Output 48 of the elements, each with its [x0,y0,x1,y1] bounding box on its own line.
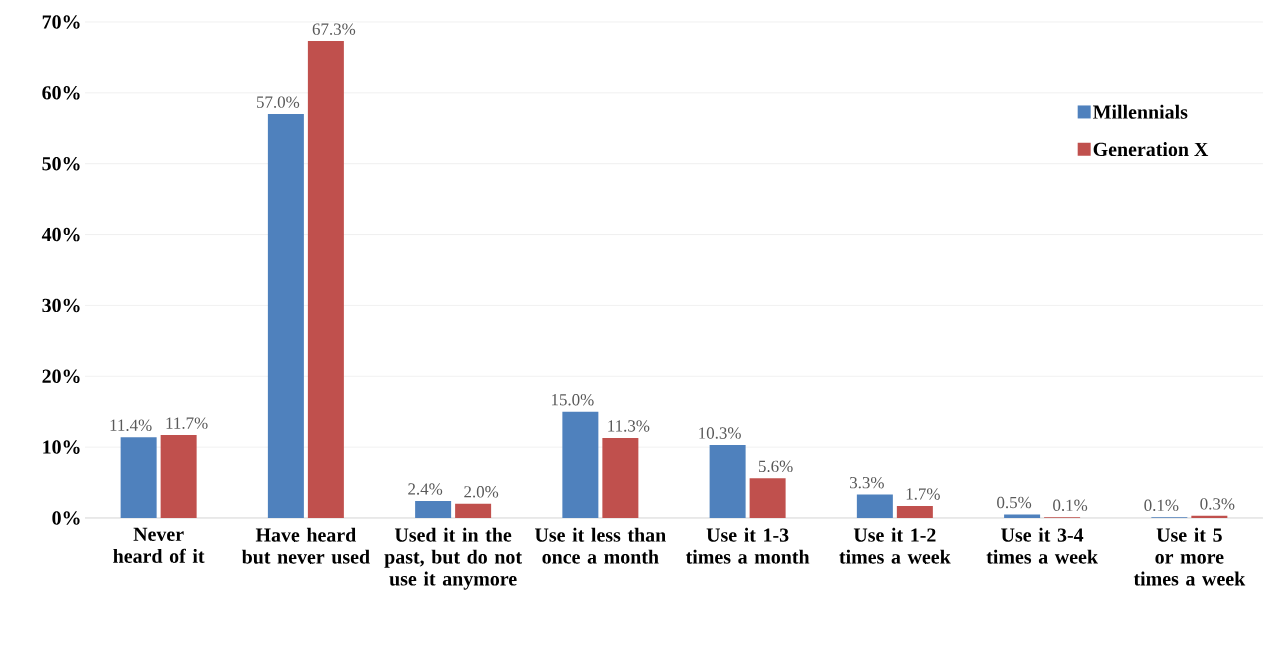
bar [267,114,304,518]
bar [709,445,746,518]
data-label: 0.1% [1053,499,1088,512]
bar [307,41,344,518]
data-label: 2.4% [408,483,443,495]
data-label: 57.0% [256,96,300,108]
x-tick-label: Use it less than once a month [535,527,666,564]
y-tick-label: 60% [42,86,80,100]
data-label: 2.0% [464,486,499,498]
y-tick-label: 70% [42,15,80,29]
bar [1191,515,1228,518]
x-tick-label: Use it 3-4 times a week [986,527,1098,564]
data-label: 0.3% [1200,498,1235,510]
data-label: 67.3% [312,23,356,35]
data-label: 1.7% [906,488,940,500]
bar [160,435,197,518]
y-tick-label: 0% [52,511,80,525]
legend-label: Millennials [1093,104,1188,119]
data-label: 5.6% [758,460,793,473]
x-tick-label: Used it in the past, but do not use it anymore [384,527,522,590]
y-tick-label: 40% [41,227,80,242]
bar [120,437,157,518]
y-tick-label: 20% [42,369,80,384]
y-tick-label: 10% [43,440,80,454]
bar [455,503,492,518]
x-tick-label: Never heard of it [113,527,205,563]
y-tick-label: 50% [42,156,80,171]
y-tick-label: 30% [42,298,80,313]
data-label: 3.3% [850,476,884,489]
data-label: 10.3% [699,427,741,439]
data-label: 0.5% [997,496,1032,509]
legend-label: Generation X [1093,142,1209,157]
bar [1004,514,1041,518]
bar [415,500,452,518]
data-label: 15.0% [551,393,594,406]
bar [602,437,639,518]
bar [856,494,893,518]
x-tick-label: Have heard but never used [241,527,370,564]
x-tick-label: Use it 5 or more times a week [1133,527,1246,586]
data-label: 0.1% [1144,499,1179,512]
data-label: 11.4% [110,419,152,431]
bar [749,478,786,518]
x-tick-label: Use it 1-2 times a week [839,527,951,564]
data-label: 11.7% [166,417,208,429]
bar [896,505,933,518]
x-tick-label: Use it 1-3 times a month [685,527,810,564]
bar [562,411,599,518]
data-label: 11.3% [608,420,650,432]
